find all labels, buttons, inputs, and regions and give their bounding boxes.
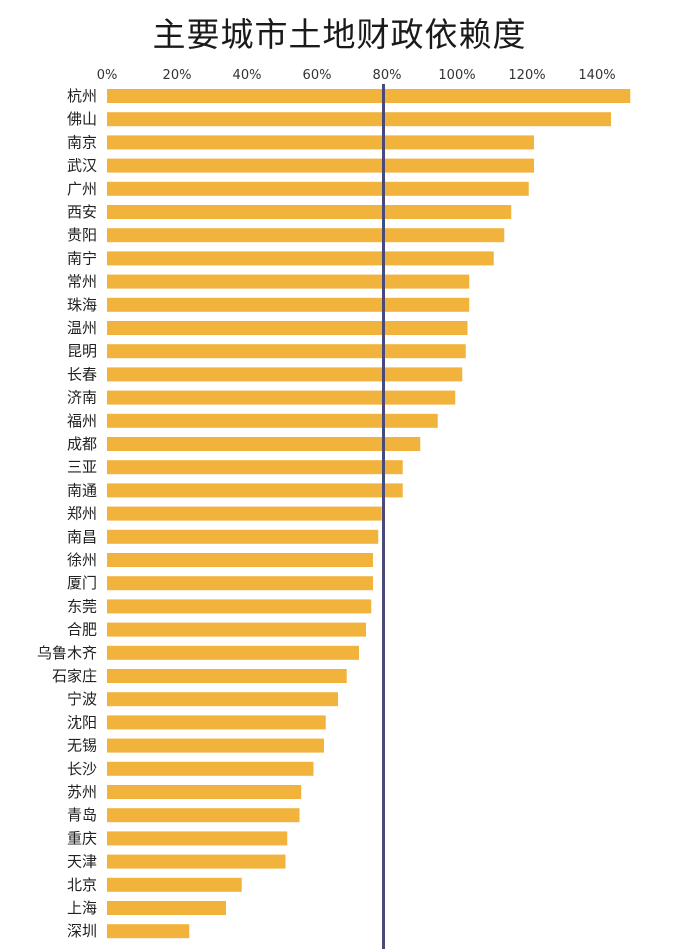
bar <box>107 576 373 591</box>
category-labels: 杭州佛山南京武汉广州西安贵阳南宁常州珠海温州昆明长春济南福州成都三亚南通郑州南昌… <box>37 87 97 940</box>
bar <box>107 89 631 103</box>
category-label: 徐州 <box>67 551 97 569</box>
category-label: 西安 <box>67 203 97 221</box>
bar <box>107 205 512 219</box>
bar <box>107 761 314 776</box>
bar <box>107 251 494 266</box>
bar <box>107 297 470 312</box>
category-label: 重庆 <box>67 829 97 847</box>
x-tick-label: 100% <box>438 68 475 83</box>
category-label: 东莞 <box>67 597 97 615</box>
bar <box>107 738 324 753</box>
category-label: 南昌 <box>67 528 97 546</box>
bars <box>107 89 631 939</box>
bar <box>107 785 302 799</box>
bar <box>107 228 505 243</box>
bar <box>107 483 403 498</box>
bar <box>107 437 421 451</box>
chart-title: 主要城市土地财政依赖度 <box>152 15 527 54</box>
x-tick-label: 40% <box>233 68 262 83</box>
bar <box>107 413 438 428</box>
bar <box>107 901 226 915</box>
bar <box>107 135 534 150</box>
x-tick-label: 0% <box>97 68 118 83</box>
bar <box>107 715 326 730</box>
bar <box>107 274 470 289</box>
x-tick-label: 140% <box>578 68 615 83</box>
category-label: 天津 <box>67 853 97 871</box>
x-tick-label: 120% <box>508 68 545 83</box>
bar <box>107 854 286 869</box>
category-label: 沈阳 <box>67 713 97 731</box>
category-label: 杭州 <box>67 87 97 105</box>
category-label: 南宁 <box>67 249 97 267</box>
category-label: 无锡 <box>67 737 97 755</box>
bar <box>107 599 372 614</box>
bar <box>107 390 456 405</box>
category-label: 厦门 <box>67 574 97 592</box>
category-label: 佛山 <box>67 110 97 128</box>
bar <box>107 158 534 173</box>
category-label: 长春 <box>67 365 97 383</box>
category-label: 青岛 <box>67 806 97 824</box>
category-label: 昆明 <box>67 342 97 360</box>
bar <box>107 645 359 660</box>
category-label: 长沙 <box>67 760 97 778</box>
x-tick-label: 80% <box>373 68 402 83</box>
category-label: 济南 <box>67 389 97 407</box>
x-tick-label: 60% <box>303 68 332 83</box>
bar <box>107 367 463 382</box>
bar <box>107 112 611 127</box>
category-label: 常州 <box>67 273 97 291</box>
category-label: 珠海 <box>67 296 97 314</box>
category-label: 乌鲁木齐 <box>37 644 97 662</box>
x-tick-label: 20% <box>163 68 192 83</box>
category-label: 上海 <box>67 899 97 917</box>
x-axis-ticks: 0% 20% 40% 60% 80% 100% 120% 140% <box>97 68 616 83</box>
category-label: 温州 <box>67 319 97 337</box>
category-label: 广州 <box>67 180 97 198</box>
category-label: 南通 <box>67 481 97 499</box>
bar <box>107 924 190 939</box>
bar <box>107 506 382 521</box>
category-label: 武汉 <box>67 157 97 175</box>
category-label: 成都 <box>67 435 97 453</box>
category-label: 北京 <box>67 876 97 894</box>
bar <box>107 344 466 359</box>
category-label: 福州 <box>67 412 97 430</box>
category-label: 南京 <box>67 133 97 151</box>
bar <box>107 808 300 823</box>
category-label: 郑州 <box>67 505 97 523</box>
category-label: 贵阳 <box>67 226 97 244</box>
category-label: 深圳 <box>67 922 97 940</box>
bar <box>107 877 242 892</box>
bar <box>107 553 373 567</box>
bar <box>107 181 529 196</box>
bar <box>107 321 468 335</box>
bar <box>107 692 338 707</box>
bar <box>107 831 288 846</box>
bar <box>107 460 403 475</box>
bar <box>107 669 347 683</box>
bar <box>107 529 379 544</box>
category-label: 苏州 <box>67 783 97 801</box>
bar <box>107 622 366 637</box>
category-label: 石家庄 <box>52 667 97 685</box>
category-label: 合肥 <box>67 621 97 639</box>
category-label: 宁波 <box>67 690 97 708</box>
category-label: 三亚 <box>67 458 97 476</box>
